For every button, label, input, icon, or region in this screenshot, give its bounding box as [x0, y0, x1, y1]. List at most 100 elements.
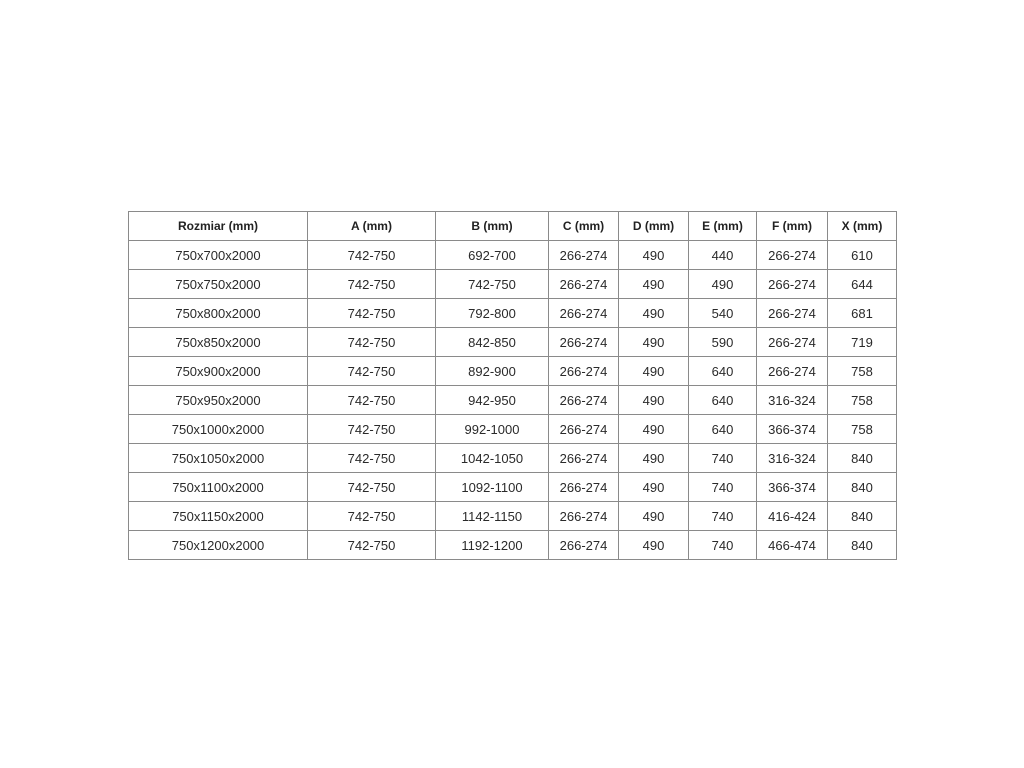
table-cell: 266-274	[756, 298, 828, 328]
table-cell: 490	[618, 327, 689, 357]
table-cell: 490	[618, 385, 689, 415]
table-cell: 742-750	[307, 443, 436, 473]
table-cell: 266-274	[548, 414, 619, 444]
table-row: 750x1000x2000 742-750 992-1000 266-274 490 64…	[128, 414, 897, 444]
table-cell: 266-274	[756, 327, 828, 357]
table-cell: 266-274	[548, 443, 619, 473]
table-cell: 490	[618, 356, 689, 386]
table-cell: 590	[688, 327, 757, 357]
table-cell: 466-474	[756, 530, 828, 560]
table-cell: 942-950	[435, 385, 549, 415]
table-cell: 610	[827, 240, 897, 270]
table-cell: 316-324	[756, 385, 828, 415]
table-cell: 266-274	[548, 269, 619, 299]
table-cell: 792-800	[435, 298, 549, 328]
dimensions-table: Rozmiar (mm) A (mm) B (mm) C (mm) D (mm) E (m…	[128, 211, 897, 560]
table-cell: 742-750	[307, 530, 436, 560]
table-cell: 490	[618, 269, 689, 299]
column-header: Rozmiar (mm)	[128, 211, 308, 241]
table-cell: 266-274	[548, 356, 619, 386]
header-row: Rozmiar (mm) A (mm) B (mm) C (mm) D (mm) E (m…	[128, 211, 897, 241]
table-cell: 266-274	[756, 356, 828, 386]
table-cell: 266-274	[548, 240, 619, 270]
table-cell: 490	[618, 443, 689, 473]
table-cell: 750x750x2000	[128, 269, 308, 299]
table-row: 750x850x2000 742-750 842-850 266-274 490 590 2…	[128, 327, 897, 357]
table-cell: 740	[688, 530, 757, 560]
table-cell: 266-274	[548, 298, 619, 328]
table-cell: 366-374	[756, 472, 828, 502]
column-header: F (mm)	[756, 211, 828, 241]
table-cell: 692-700	[435, 240, 549, 270]
table-cell: 266-274	[548, 530, 619, 560]
table-cell: 1042-1050	[435, 443, 549, 473]
table-cell: 640	[688, 356, 757, 386]
table-cell: 490	[688, 269, 757, 299]
table-cell: 758	[827, 385, 897, 415]
table-row: 750x1150x2000 742-750 1142-1150 266-274 490 7…	[128, 501, 897, 531]
table-cell: 490	[618, 530, 689, 560]
table-cell: 750x700x2000	[128, 240, 308, 270]
table-cell: 740	[688, 501, 757, 531]
table-cell: 840	[827, 443, 897, 473]
column-header: X (mm)	[827, 211, 897, 241]
table-cell: 490	[618, 240, 689, 270]
table-cell: 742-750	[307, 327, 436, 357]
table-cell: 266-274	[756, 269, 828, 299]
table-cell: 440	[688, 240, 757, 270]
column-header: B (mm)	[435, 211, 549, 241]
column-header: C (mm)	[548, 211, 619, 241]
table-cell: 1092-1100	[435, 472, 549, 502]
table-row: 750x700x2000 742-750 692-700 266-274 490 440 2…	[128, 240, 897, 270]
table-cell: 742-750	[307, 240, 436, 270]
table-cell: 644	[827, 269, 897, 299]
table-cell: 266-274	[756, 240, 828, 270]
table-cell: 992-1000	[435, 414, 549, 444]
table-cell: 1142-1150	[435, 501, 549, 531]
table-cell: 750x1200x2000	[128, 530, 308, 560]
table-cell: 750x1100x2000	[128, 472, 308, 502]
table-cell: 840	[827, 530, 897, 560]
column-header: D (mm)	[618, 211, 689, 241]
table-cell: 840	[827, 472, 897, 502]
table-cell: 266-274	[548, 472, 619, 502]
table-cell: 719	[827, 327, 897, 357]
table-cell: 758	[827, 414, 897, 444]
table-cell: 266-274	[548, 501, 619, 531]
table-cell: 742-750	[307, 385, 436, 415]
table-cell: 742-750	[307, 414, 436, 444]
table-cell: 742-750	[307, 472, 436, 502]
table-cell: 842-850	[435, 327, 549, 357]
table-cell: 742-750	[307, 269, 436, 299]
table-row: 750x1100x2000 742-750 1092-1100 266-274 490 7…	[128, 472, 897, 502]
table-cell: 750x1000x2000	[128, 414, 308, 444]
table-cell: 266-274	[548, 385, 619, 415]
column-header: A (mm)	[307, 211, 436, 241]
table-cell: 681	[827, 298, 897, 328]
table-row: 750x750x2000 742-750 742-750 266-274 490 490 2…	[128, 269, 897, 299]
table-cell: 640	[688, 414, 757, 444]
table-cell: 742-750	[307, 298, 436, 328]
table-cell: 740	[688, 443, 757, 473]
table-cell: 366-374	[756, 414, 828, 444]
table-cell: 742-750	[307, 356, 436, 386]
table-row: 750x950x2000 742-750 942-950 266-274 490 640 3…	[128, 385, 897, 415]
table-cell: 490	[618, 501, 689, 531]
table-cell: 490	[618, 472, 689, 502]
table-cell: 540	[688, 298, 757, 328]
table-cell: 750x1050x2000	[128, 443, 308, 473]
table-cell: 750x850x2000	[128, 327, 308, 357]
table-row: 750x1050x2000 742-750 1042-1050 266-274 490 7…	[128, 443, 897, 473]
table-cell: 316-324	[756, 443, 828, 473]
table-cell: 490	[618, 414, 689, 444]
table-cell: 742-750	[307, 501, 436, 531]
table-cell: 1192-1200	[435, 530, 549, 560]
table-cell: 266-274	[548, 327, 619, 357]
table-cell: 750x950x2000	[128, 385, 308, 415]
table-cell: 740	[688, 472, 757, 502]
column-header: E (mm)	[688, 211, 757, 241]
table-cell: 840	[827, 501, 897, 531]
table-cell: 892-900	[435, 356, 549, 386]
table-cell: 750x900x2000	[128, 356, 308, 386]
table-cell: 750x800x2000	[128, 298, 308, 328]
